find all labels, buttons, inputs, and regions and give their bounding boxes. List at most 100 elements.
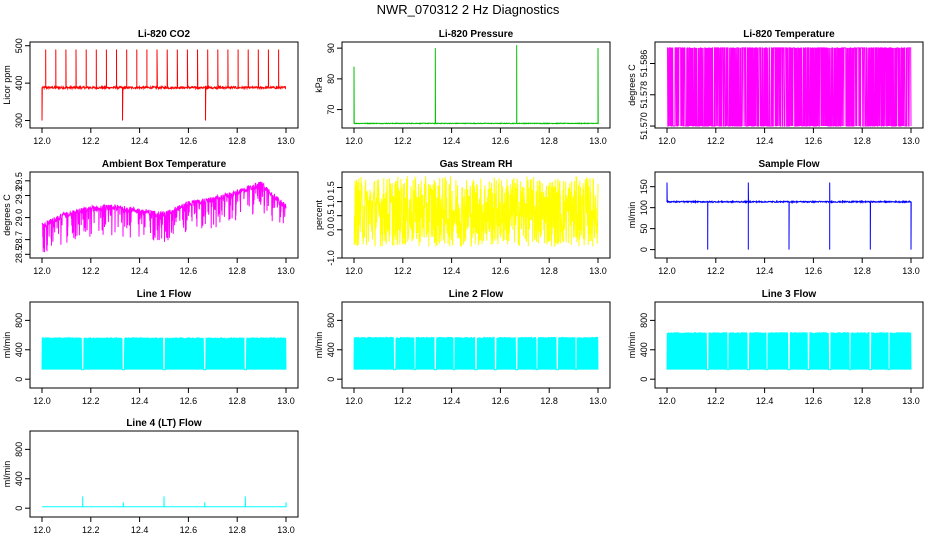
x-tick-label: 12.6 bbox=[180, 266, 198, 276]
y-tick-label: 0.0 bbox=[326, 224, 336, 237]
series-line bbox=[353, 176, 599, 247]
x-tick-label: 12.2 bbox=[394, 136, 412, 146]
y-tick-label: 29.5 bbox=[14, 172, 24, 190]
y-tick-label: -1.0 bbox=[326, 250, 336, 266]
series-line bbox=[41, 49, 287, 121]
plot-frame bbox=[654, 41, 924, 129]
x-tick-label: 12.8 bbox=[540, 396, 558, 406]
x-tick-label: 12.2 bbox=[82, 136, 100, 146]
chart-line2: Line 2 Flow 12.0 12.2 12.4 12.6 12.8 13.0 0 400 8… bbox=[314, 289, 611, 406]
x-tick-label: 12.2 bbox=[394, 266, 412, 276]
x-tick-label: 12.6 bbox=[492, 396, 510, 406]
x-tick-label: 12.8 bbox=[228, 396, 246, 406]
x-tick-label: 12.4 bbox=[443, 136, 461, 146]
x-tick-label: 12.2 bbox=[82, 525, 100, 535]
x-tick-label: 12.0 bbox=[345, 266, 363, 276]
x-tick-label: 12.8 bbox=[853, 266, 871, 276]
y-axis-label: percent bbox=[314, 199, 324, 230]
x-tick-label: 12.0 bbox=[658, 396, 676, 406]
plot-frame bbox=[341, 171, 611, 259]
y-tick-label: 400 bbox=[14, 342, 24, 357]
y-axis-label: degrees C bbox=[627, 64, 637, 106]
chart-title: Gas Stream RH bbox=[440, 159, 513, 170]
chart-title: Li-820 Temperature bbox=[743, 29, 835, 40]
chart-title: Line 3 Flow bbox=[762, 289, 817, 300]
chart-title: Line 1 Flow bbox=[137, 289, 192, 300]
x-tick-label: 12.6 bbox=[180, 396, 198, 406]
y-tick-label: 0 bbox=[639, 247, 649, 252]
y-tick-label: 51.578 bbox=[639, 81, 649, 109]
x-tick-label: 12.6 bbox=[492, 136, 510, 146]
chart-title: Li-820 CO2 bbox=[138, 29, 191, 40]
y-tick-label: 80 bbox=[326, 74, 336, 84]
x-tick-label: 12.2 bbox=[707, 396, 725, 406]
plot-frame bbox=[654, 301, 924, 389]
x-tick-label: 12.0 bbox=[345, 396, 363, 406]
plot-frame bbox=[341, 301, 611, 389]
chart-temperature: Li-820 Temperature 12.0 12.2 12.4 12.6 12.8 13… bbox=[627, 29, 924, 146]
y-tick-label: 29.3 bbox=[14, 187, 24, 205]
x-tick-label: 13.0 bbox=[277, 525, 295, 535]
x-tick-label: 13.0 bbox=[902, 396, 920, 406]
chart-pressure: Li-820 Pressure 12.0 12.2 12.4 12.6 12.8 13.0 7… bbox=[314, 29, 611, 146]
plot-frame bbox=[654, 171, 924, 259]
x-tick-label: 12.4 bbox=[131, 266, 149, 276]
chart-line3: Line 3 Flow 12.0 12.2 12.4 12.6 12.8 13.0 0 400 8… bbox=[627, 289, 924, 406]
y-tick-label: 51.570 bbox=[639, 112, 649, 140]
y-tick-label: 800 bbox=[14, 313, 24, 328]
y-axis-label: ml/min bbox=[2, 332, 12, 359]
x-tick-label: 12.8 bbox=[228, 525, 246, 535]
y-tick-label: 28.7 bbox=[14, 231, 24, 249]
plot-frame bbox=[341, 41, 611, 129]
y-tick-label: 1.5 bbox=[326, 181, 336, 194]
x-tick-label: 12.4 bbox=[756, 266, 774, 276]
y-tick-label: 800 bbox=[14, 442, 24, 457]
y-tick-label: 0 bbox=[639, 377, 649, 382]
y-axis-label: ml/min bbox=[2, 461, 12, 488]
chart-line4: Line 4 (LT) Flow 12.0 12.2 12.4 12.6 12.8 13.0… bbox=[2, 418, 299, 535]
x-tick-label: 12.6 bbox=[180, 136, 198, 146]
x-tick-label: 13.0 bbox=[277, 136, 295, 146]
y-tick-label: 28.5 bbox=[14, 246, 24, 264]
chart-title: Ambient Box Temperature bbox=[102, 159, 227, 170]
plot-frame bbox=[29, 41, 299, 129]
x-tick-label: 12.4 bbox=[756, 136, 774, 146]
x-tick-label: 12.0 bbox=[658, 266, 676, 276]
chart-title: Sample Flow bbox=[758, 159, 819, 170]
y-axis-label: degrees C bbox=[2, 194, 12, 236]
series-line bbox=[666, 332, 912, 371]
chart-title: Line 2 Flow bbox=[449, 289, 504, 300]
chart-title: Li-820 Pressure bbox=[439, 29, 514, 40]
x-tick-label: 12.4 bbox=[443, 266, 461, 276]
chart-title: Line 4 (LT) Flow bbox=[126, 418, 202, 429]
y-tick-label: 0 bbox=[326, 377, 336, 382]
x-tick-label: 12.8 bbox=[228, 266, 246, 276]
y-tick-label: 150 bbox=[639, 179, 649, 194]
x-tick-label: 12.0 bbox=[33, 525, 51, 535]
x-tick-label: 12.4 bbox=[756, 396, 774, 406]
y-tick-label: 400 bbox=[14, 76, 24, 91]
y-tick-label: 29.0 bbox=[14, 209, 24, 227]
y-axis-label: ml/min bbox=[627, 332, 637, 359]
plot-frame bbox=[29, 430, 299, 518]
y-tick-label: 0 bbox=[14, 506, 24, 511]
x-tick-label: 13.0 bbox=[902, 136, 920, 146]
y-tick-label: 300 bbox=[14, 113, 24, 128]
y-tick-label: 400 bbox=[326, 342, 336, 357]
x-tick-label: 13.0 bbox=[589, 396, 607, 406]
x-tick-label: 12.2 bbox=[82, 266, 100, 276]
x-tick-label: 12.8 bbox=[540, 266, 558, 276]
x-tick-label: 12.6 bbox=[180, 525, 198, 535]
y-tick-label: 1.0 bbox=[326, 195, 336, 208]
y-tick-label: 800 bbox=[639, 313, 649, 328]
x-tick-label: 12.8 bbox=[228, 136, 246, 146]
series-line bbox=[42, 496, 287, 508]
x-tick-label: 12.8 bbox=[853, 136, 871, 146]
x-tick-label: 12.6 bbox=[805, 396, 823, 406]
y-tick-label: 500 bbox=[14, 38, 24, 53]
x-tick-label: 12.4 bbox=[131, 396, 149, 406]
series-line bbox=[41, 181, 287, 253]
x-tick-label: 12.2 bbox=[707, 266, 725, 276]
y-tick-label: 800 bbox=[326, 313, 336, 328]
x-tick-label: 12.6 bbox=[805, 266, 823, 276]
